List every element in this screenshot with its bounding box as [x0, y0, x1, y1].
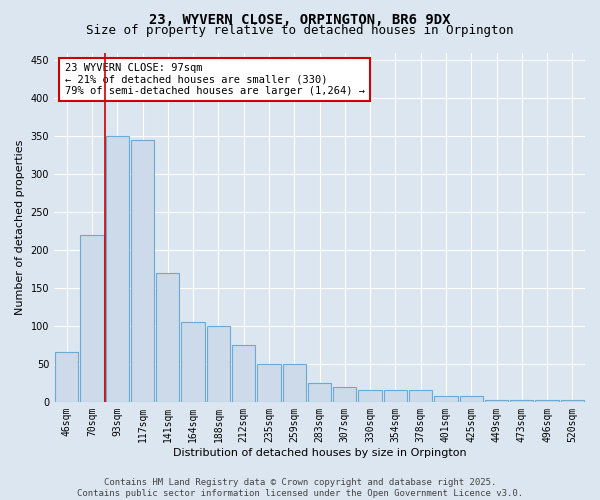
Y-axis label: Number of detached properties: Number of detached properties — [15, 140, 25, 315]
Bar — [384, 390, 407, 402]
Text: 23, WYVERN CLOSE, ORPINGTON, BR6 9DX: 23, WYVERN CLOSE, ORPINGTON, BR6 9DX — [149, 12, 451, 26]
Text: Contains HM Land Registry data © Crown copyright and database right 2025.
Contai: Contains HM Land Registry data © Crown c… — [77, 478, 523, 498]
X-axis label: Distribution of detached houses by size in Orpington: Distribution of detached houses by size … — [173, 448, 466, 458]
Bar — [257, 364, 281, 402]
Bar — [333, 386, 356, 402]
Bar — [232, 345, 256, 402]
Bar — [55, 352, 79, 402]
Bar — [181, 322, 205, 402]
Bar — [156, 272, 179, 402]
Bar — [535, 400, 559, 402]
Bar — [131, 140, 154, 402]
Bar — [510, 400, 533, 402]
Text: 23 WYVERN CLOSE: 97sqm
← 21% of detached houses are smaller (330)
79% of semi-de: 23 WYVERN CLOSE: 97sqm ← 21% of detached… — [65, 63, 365, 96]
Bar — [409, 390, 432, 402]
Bar — [80, 235, 104, 402]
Bar — [106, 136, 129, 402]
Bar — [358, 390, 382, 402]
Bar — [460, 396, 483, 402]
Bar — [561, 400, 584, 402]
Bar — [485, 400, 508, 402]
Bar — [434, 396, 458, 402]
Text: Size of property relative to detached houses in Orpington: Size of property relative to detached ho… — [86, 24, 514, 37]
Bar — [207, 326, 230, 402]
Bar — [283, 364, 306, 402]
Bar — [308, 383, 331, 402]
